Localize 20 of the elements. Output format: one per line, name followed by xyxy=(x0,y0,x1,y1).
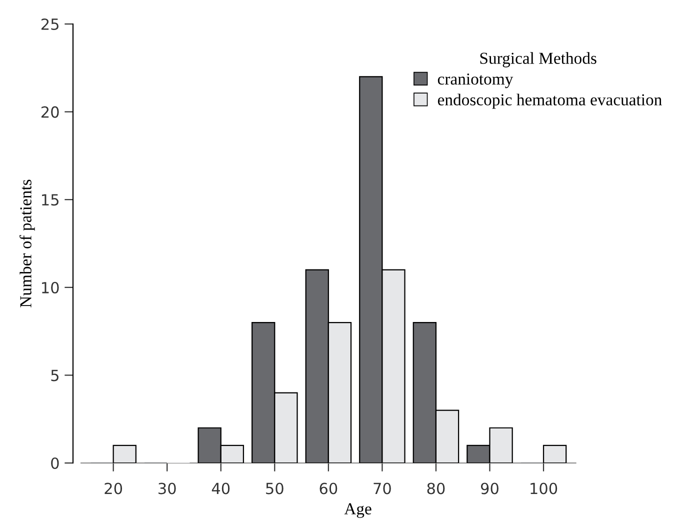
x-tick-label: 60 xyxy=(320,482,338,494)
x-tick-label: 70 xyxy=(374,482,391,494)
y-tick-label: 15 xyxy=(42,194,58,206)
y-tick-label: 25 xyxy=(41,18,58,30)
legend-label: endoscopic hematoma evacuation xyxy=(438,94,662,109)
y-tick-label: 10 xyxy=(42,282,59,294)
x-tick-label: 90 xyxy=(480,482,498,494)
y-tick-label: 20 xyxy=(41,106,59,118)
legend-title: Surgical Methods xyxy=(480,52,596,68)
y-axis-title: Number of patients xyxy=(20,180,35,308)
x-tick-label: 40 xyxy=(212,482,230,494)
x-tick-label: 80 xyxy=(427,482,445,494)
legend-label: craniotomy xyxy=(438,73,514,88)
x-axis-title: Age xyxy=(344,503,372,518)
x-tick-label: 30 xyxy=(158,482,176,494)
x-tick-label: 50 xyxy=(266,482,284,494)
x-tick-label: 20 xyxy=(104,482,122,494)
x-tick-label: 100 xyxy=(530,482,558,494)
y-tick-label: 5 xyxy=(51,370,58,382)
y-tick-label: 0 xyxy=(51,457,59,470)
